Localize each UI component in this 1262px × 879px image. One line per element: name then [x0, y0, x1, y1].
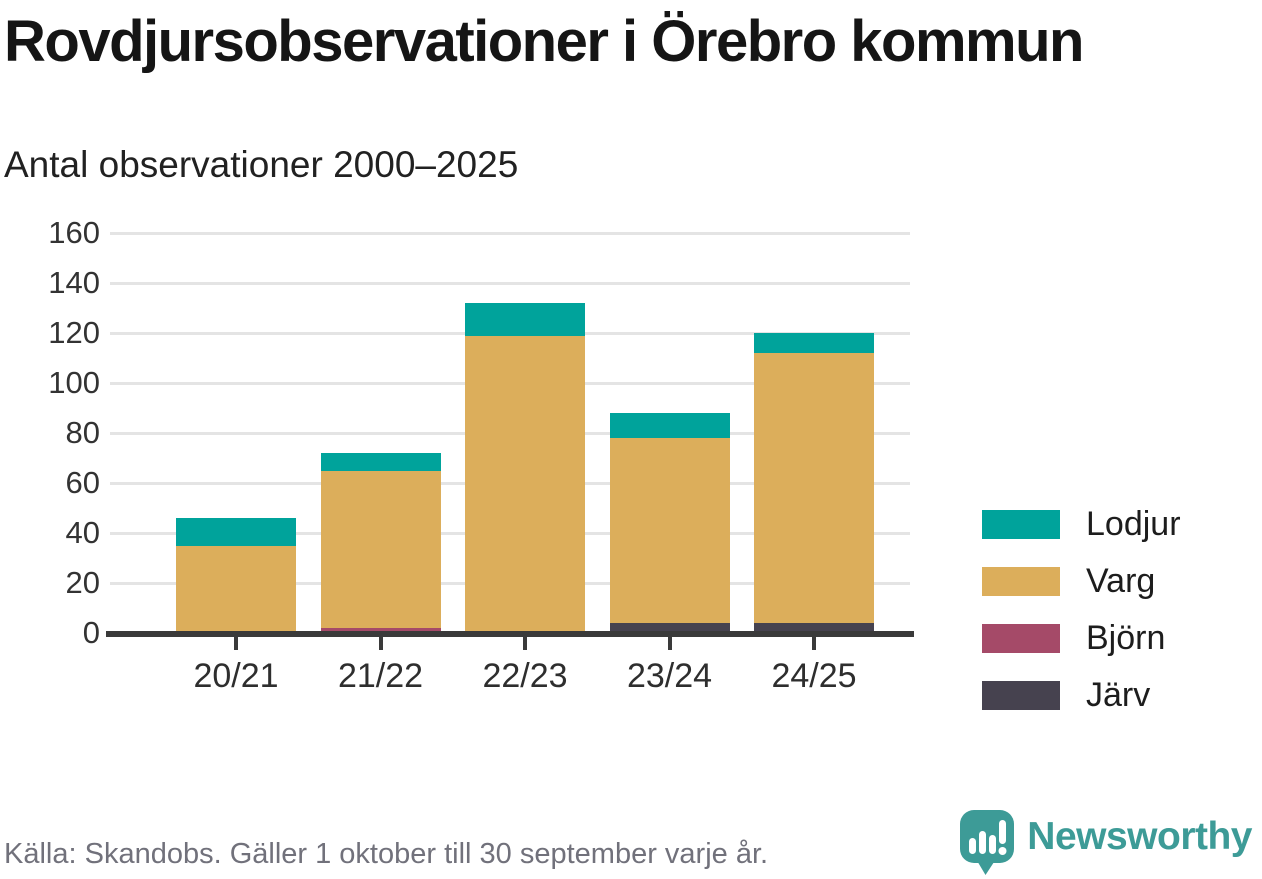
bar-segment-lodjur-23/24 [609, 413, 730, 438]
x-tick-label-23/24: 23/24 [626, 657, 713, 695]
bar-21/22 [320, 453, 441, 633]
gridline-160 [110, 231, 910, 235]
legend-swatch-järv [982, 680, 1060, 710]
legend-label-lodjur: Lodjur [1086, 505, 1181, 543]
bar-20/21 [176, 518, 296, 633]
plot-area [110, 231, 910, 633]
newsworthy-logo-icon [960, 810, 1015, 875]
bar-24/25 [754, 333, 874, 633]
x-tick-20/21 [234, 637, 238, 650]
bar-segment-lodjur-22/23 [465, 303, 585, 336]
legend-item-järv: Järv [982, 676, 1181, 714]
x-axis-line [106, 631, 914, 637]
bar-22/23 [465, 303, 585, 633]
y-tick-label-100: 100 [48, 365, 100, 400]
legend-label-björn: Björn [1086, 619, 1166, 657]
y-tick-label-80: 80 [65, 415, 100, 450]
bar-segment-varg-24/25 [754, 353, 874, 623]
bar-segment-lodjur-20/21 [176, 518, 296, 546]
brand-lockup: Newsworthy [959, 809, 1252, 875]
x-tick-label-24/25: 24/25 [771, 657, 857, 695]
chart-subtitle: Antal observationer 2000–2025 [4, 144, 519, 185]
stacked-bar-chart: 0 20 40 60 80 100 120 140 160 20/21 21/22 22/23 23/… [0, 216, 1262, 714]
bar-segment-varg-22/23 [465, 335, 585, 631]
legend-item-björn: Björn [982, 619, 1181, 657]
bar-segment-varg-21/22 [320, 470, 441, 628]
legend-swatch-lodjur [982, 509, 1060, 539]
legend-label-varg: Varg [1086, 562, 1156, 600]
gridline-140 [110, 281, 910, 285]
y-tick-label-60: 60 [65, 465, 100, 500]
x-tick-label-21/22: 21/22 [337, 657, 424, 695]
bar-segment-lodjur-21/22 [320, 453, 441, 471]
y-tick-label-120: 120 [48, 315, 100, 350]
legend-item-lodjur: Lodjur [982, 505, 1181, 543]
source-note: Källa: Skandobs. Gäller 1 oktober till 3… [4, 838, 769, 870]
brand-name: Newsworthy [1027, 815, 1252, 858]
chart-legend: Lodjur Varg Björn Järv [982, 505, 1181, 714]
x-tick-24/25 [812, 637, 816, 650]
legend-item-varg: Varg [982, 562, 1181, 600]
x-tick-23/24 [667, 637, 672, 650]
bar-23/24 [609, 413, 730, 633]
bar-segment-järv-24/25 [754, 623, 874, 633]
chart-title: Rovdjursobservationer i Örebro kommun [4, 9, 1084, 74]
x-tick-label-22/23: 22/23 [482, 657, 568, 695]
y-tick-label-40: 40 [65, 515, 100, 550]
y-tick-label-20: 20 [65, 565, 100, 600]
legend-label-järv: Järv [1086, 676, 1151, 714]
x-tick-label-20/21: 20/21 [193, 657, 279, 695]
bar-segment-varg-23/24 [609, 438, 730, 623]
bar-segment-lodjur-24/25 [754, 333, 874, 353]
x-tick-21/22 [378, 637, 383, 650]
bar-segment-varg-20/21 [176, 545, 296, 631]
chart-footer: Källa: Skandobs. Gäller 1 oktober till 3… [4, 809, 1252, 875]
y-tick-label-0: 0 [82, 615, 100, 650]
y-tick-label-160: 160 [48, 215, 100, 250]
legend-swatch-björn [982, 623, 1060, 653]
bar-segment-björn-21/22 [320, 628, 441, 633]
y-axis-labels: 0 20 40 60 80 100 120 140 160 [0, 216, 100, 650]
y-tick-label-140: 140 [48, 265, 100, 300]
bar-segment-järv-23/24 [609, 623, 730, 633]
legend-swatch-varg [982, 566, 1060, 596]
x-tick-22/23 [523, 637, 527, 650]
